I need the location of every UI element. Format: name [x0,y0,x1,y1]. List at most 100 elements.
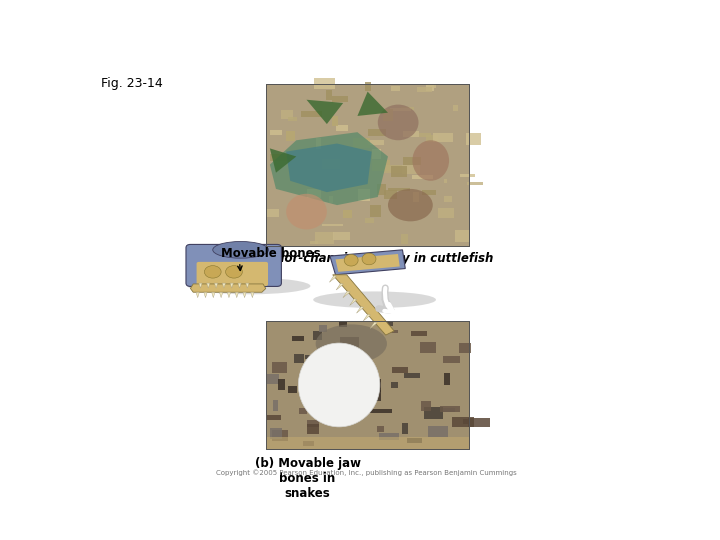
Bar [316,138,320,149]
Bar [400,107,414,110]
Bar [273,400,279,411]
Bar [403,157,421,165]
Bar [402,423,408,434]
Bar [441,407,460,411]
Bar [418,133,431,137]
Bar [366,82,372,91]
Polygon shape [228,292,230,298]
Polygon shape [207,283,210,288]
Bar [266,210,279,217]
Bar [418,87,432,92]
Ellipse shape [213,241,269,258]
Bar [413,175,433,179]
Bar [420,342,436,353]
Bar [332,366,339,373]
Polygon shape [357,92,388,116]
Ellipse shape [286,194,327,230]
Bar [392,166,407,177]
Bar [382,109,393,121]
Polygon shape [356,307,364,313]
Bar [379,433,399,440]
Bar [390,108,410,111]
Bar [376,390,381,401]
Bar [387,188,410,191]
Bar [340,362,357,374]
Polygon shape [270,132,388,205]
Bar [266,321,469,449]
Text: Copyright ©2005 Pearson Education, Inc., publishing as Pearson Benjamin Cummings: Copyright ©2005 Pearson Education, Inc.,… [215,469,516,476]
Bar [381,321,393,326]
Bar [287,117,297,121]
Bar [340,338,359,347]
Bar [453,105,458,111]
Text: Movable bones: Movable bones [221,247,320,260]
Polygon shape [235,292,238,298]
Ellipse shape [225,266,243,278]
Polygon shape [212,292,215,298]
Bar [452,417,474,427]
Bar [426,135,438,142]
Bar [315,232,334,244]
Bar [460,174,474,177]
Bar [433,133,453,142]
Polygon shape [364,314,371,321]
Polygon shape [329,275,337,282]
Polygon shape [336,284,343,290]
Bar [272,362,287,373]
Ellipse shape [188,278,310,294]
Bar [400,234,408,244]
Bar [333,232,350,240]
Polygon shape [243,292,246,298]
Bar [332,117,338,126]
Bar [333,96,348,102]
Bar [301,111,323,117]
Bar [266,84,469,246]
Polygon shape [199,283,202,288]
Bar [368,130,386,136]
Bar [456,230,470,241]
Bar [392,367,408,373]
Polygon shape [336,254,400,272]
Ellipse shape [413,140,449,181]
Bar [423,190,436,195]
Bar [369,140,384,145]
Polygon shape [330,250,405,275]
Bar [313,331,322,340]
Polygon shape [215,283,217,288]
Bar [391,382,398,388]
Bar [278,379,285,389]
Polygon shape [270,148,297,173]
Bar [369,409,392,413]
Bar [372,149,381,159]
Polygon shape [196,292,199,298]
Bar [266,321,469,449]
Ellipse shape [298,343,380,427]
Bar [353,138,370,148]
Bar [428,427,448,437]
Bar [328,197,333,203]
Bar [443,355,460,362]
Ellipse shape [315,325,387,363]
Bar [339,365,347,376]
Bar [307,424,318,434]
Bar [426,84,433,91]
Bar [459,343,471,353]
Text: (b) Movable jaw
bones in
snakes: (b) Movable jaw bones in snakes [255,457,361,500]
FancyBboxPatch shape [197,262,268,286]
Bar [444,179,447,183]
Bar [391,86,400,91]
Bar [326,90,333,100]
Bar [302,441,314,446]
Bar [312,408,317,414]
Bar [404,373,420,379]
Bar [468,418,490,427]
Bar [266,84,469,246]
Polygon shape [222,283,225,288]
Bar [307,189,320,199]
Bar [467,133,482,145]
Polygon shape [333,275,394,335]
Bar [282,110,292,119]
Bar [318,390,333,401]
Bar [403,131,420,137]
Polygon shape [370,322,377,329]
